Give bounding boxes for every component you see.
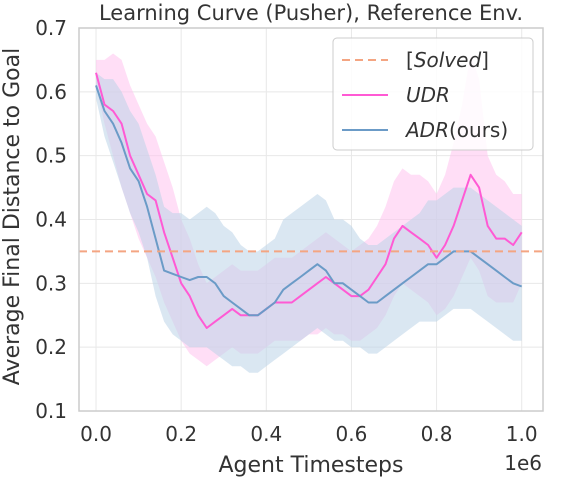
x-axis-offset-label: 1e6	[504, 451, 542, 475]
series-lines	[79, 72, 543, 329]
y-axis-title: Average Final Distance to Goal	[0, 48, 25, 385]
legend-adr-suffix: (ours)	[449, 118, 508, 142]
legend-solved-word: Solved	[414, 48, 482, 72]
legend-adr-prefix: ADR	[404, 118, 449, 142]
legend-adr-label: ADR(ours)	[404, 118, 508, 142]
legend-udr-label: UDR	[406, 83, 450, 107]
y-tick-label: 0.2	[35, 335, 67, 359]
y-tick-label: 0.5	[35, 144, 67, 168]
y-tick-label: 0.3	[35, 271, 67, 295]
x-tick-label: 0.8	[421, 422, 453, 446]
x-axis-title: Agent Timesteps	[218, 453, 403, 478]
line-adr	[95, 85, 523, 317]
tick-labels: 0.0 0.2 0.4 0.6 0.8 1.0 0.1 0.2 0.3 0.4 0.5 0.6 0.7	[35, 16, 537, 446]
y-tick-label: 0.4	[35, 208, 67, 232]
legend-box	[332, 37, 534, 151]
y-tick-label: 0.7	[35, 16, 67, 40]
legend-solved-suffix: ]	[481, 48, 489, 72]
x-tick-label: 0.6	[336, 422, 368, 446]
plot-frame	[78, 27, 544, 412]
x-tick-label: 0.0	[80, 422, 112, 446]
line-udr	[95, 72, 523, 329]
x-tick-label: 0.2	[165, 422, 197, 446]
band-adr	[96, 72, 522, 373]
y-tick-label: 0.1	[35, 399, 67, 423]
confidence-bands	[96, 53, 522, 373]
legend-solved-prefix: [	[406, 48, 414, 72]
legend-solved-label: [Solved]	[406, 48, 489, 72]
chart-title: Learning Curve (Pusher), Reference Env.	[99, 1, 523, 25]
legend: [Solved] UDR ADR(ours)	[332, 37, 534, 151]
x-tick-label: 0.4	[250, 422, 282, 446]
x-tick-label: 1.0	[506, 422, 538, 446]
y-tick-label: 0.6	[35, 80, 67, 104]
